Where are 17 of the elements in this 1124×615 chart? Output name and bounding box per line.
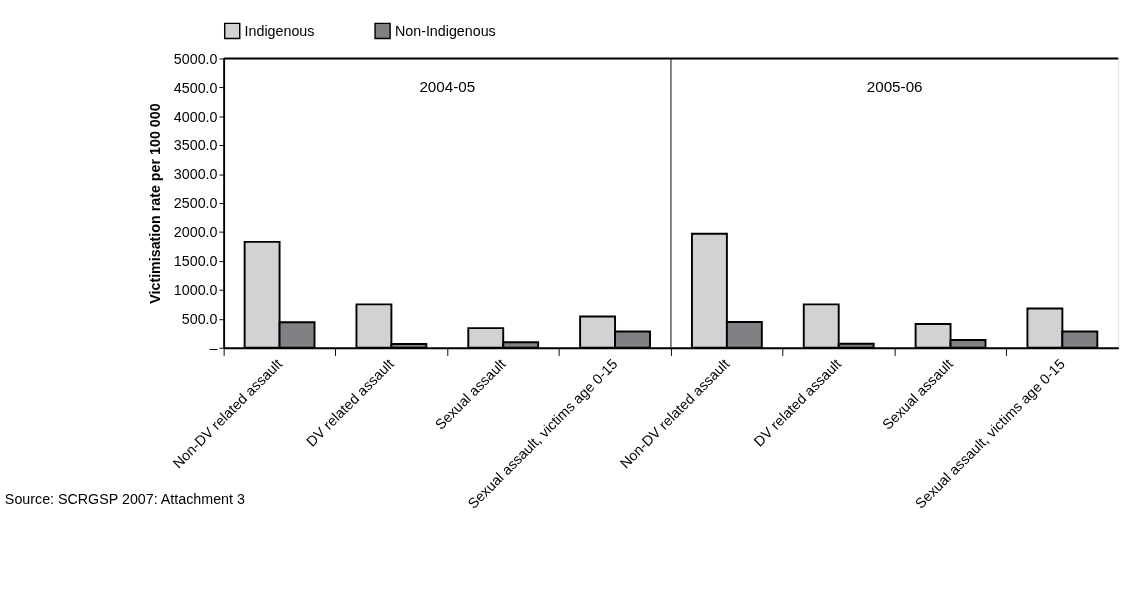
- y-tick-label: 4500.0: [173, 79, 218, 96]
- y-tick-label: 1000.0: [173, 282, 218, 299]
- y-tick-label: 4000.0: [173, 108, 218, 125]
- legend-label: Indigenous: [244, 22, 315, 39]
- source-note: Source: SCRGSP 2007: Attachment 3: [4, 490, 245, 507]
- y-tick-label: –: [209, 340, 218, 357]
- y-axis-title: Victimisation rate per 100 000: [146, 103, 163, 304]
- y-tick-label: 3000.0: [173, 166, 218, 183]
- legend-label: Non-Indigenous: [394, 22, 496, 39]
- y-tick-label: 1500.0: [173, 253, 218, 270]
- annotation: 2004-05: [419, 77, 476, 95]
- y-tick-label: 5000.0: [173, 50, 218, 67]
- y-tick-label: 2000.0: [173, 224, 218, 241]
- y-tick-label: 3500.0: [173, 137, 218, 154]
- annotation: 2005-06: [866, 77, 923, 95]
- y-tick-label: 2500.0: [173, 195, 218, 212]
- y-tick-label: 500.0: [181, 311, 218, 328]
